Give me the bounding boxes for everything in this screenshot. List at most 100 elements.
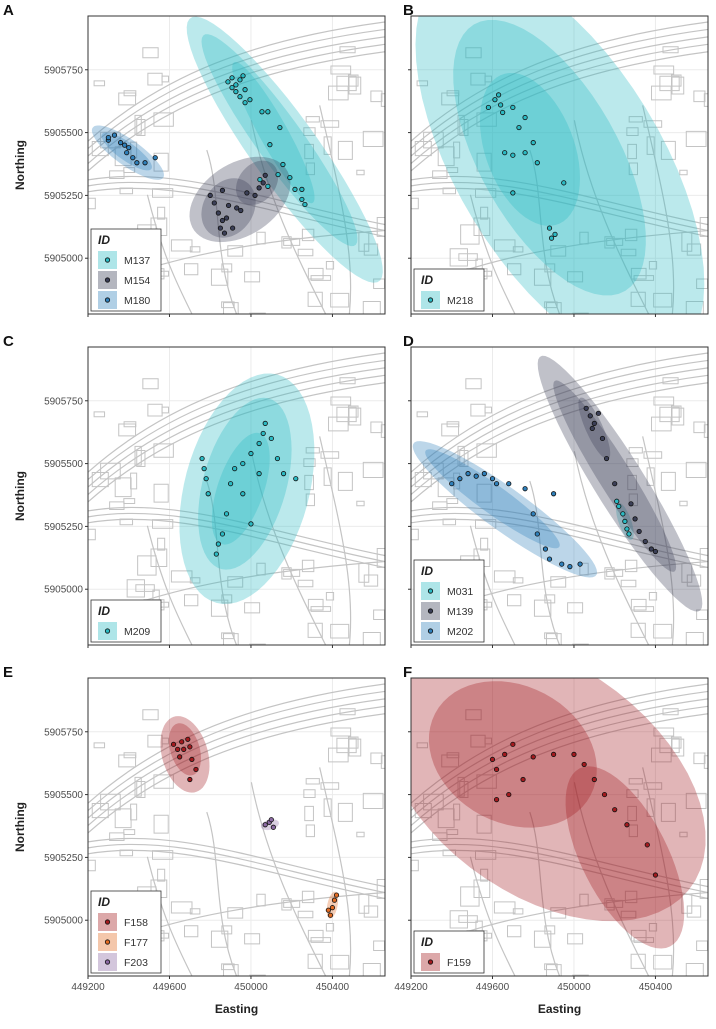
map-panel-d: D ID M031 M139 M202: [403, 333, 713, 648]
location-point: [614, 498, 620, 504]
legend-box: [413, 930, 485, 974]
building: [607, 900, 623, 907]
building: [433, 502, 447, 510]
building: [644, 452, 662, 459]
building: [477, 484, 491, 502]
building: [324, 137, 331, 155]
building: [652, 417, 672, 431]
location-point: [516, 124, 522, 131]
building: [649, 592, 656, 600]
building: [349, 77, 361, 94]
legend-box: [413, 559, 485, 643]
building: [222, 264, 232, 272]
location-point: [215, 210, 221, 216]
legend-box: [413, 268, 485, 312]
road: [88, 29, 385, 148]
building: [481, 207, 488, 219]
location-point: [581, 761, 587, 768]
building: [466, 48, 481, 58]
building: [110, 502, 124, 510]
building: [153, 851, 173, 860]
building: [660, 76, 679, 90]
legend-label: M031: [447, 586, 473, 598]
road: [411, 182, 708, 230]
building: [127, 580, 144, 597]
building: [222, 302, 234, 308]
location-point: [201, 466, 207, 472]
legend-label: M180: [124, 295, 150, 307]
building: [364, 244, 377, 255]
building: [305, 144, 314, 158]
road: [411, 850, 708, 898]
building: [306, 163, 314, 175]
building: [660, 407, 679, 421]
building: [131, 804, 137, 820]
location-point: [493, 766, 500, 773]
building: [135, 446, 141, 465]
building: [245, 934, 260, 944]
road: [411, 844, 708, 892]
building: [481, 538, 488, 550]
legend-point-icon: [427, 297, 434, 303]
panel-content: [411, 678, 708, 976]
building: [627, 128, 638, 136]
building: [304, 459, 315, 467]
location-point: [256, 440, 262, 447]
location-point: [520, 776, 526, 783]
home-range-contour: [428, 681, 597, 828]
location-point: [211, 200, 217, 206]
building: [337, 738, 356, 752]
location-point: [591, 420, 597, 426]
building: [621, 249, 636, 255]
panel-label: B: [403, 2, 414, 19]
building: [331, 66, 351, 74]
location-point: [495, 92, 502, 98]
location-point: [142, 160, 148, 166]
building: [190, 578, 200, 583]
building: [94, 81, 104, 86]
building: [306, 825, 314, 837]
legend: ID M031 M139 M202: [413, 559, 485, 643]
building: [222, 595, 232, 603]
location-point: [577, 561, 583, 567]
building: [652, 86, 672, 100]
location-point: [510, 104, 516, 111]
building: [308, 599, 323, 610]
legend-point-icon: [427, 608, 434, 614]
location-point: [225, 79, 231, 85]
building: [700, 549, 713, 568]
legend-label: M209: [124, 626, 150, 638]
building: [306, 779, 319, 784]
building: [458, 446, 464, 465]
location-point: [589, 425, 595, 432]
road: [88, 691, 385, 810]
building: [477, 775, 496, 788]
location-point: [293, 476, 299, 482]
location-point: [583, 405, 589, 411]
building: [547, 303, 562, 314]
building: [661, 803, 675, 821]
location-point: [227, 481, 234, 487]
location-point: [628, 501, 634, 507]
home-range-contour: [415, 16, 705, 314]
location-point: [240, 73, 246, 79]
building: [644, 121, 662, 128]
building: [302, 560, 313, 571]
location-point: [559, 561, 565, 567]
building: [573, 313, 588, 330]
building: [284, 569, 300, 576]
building: [329, 417, 349, 431]
building: [331, 728, 351, 736]
legend-point-icon: [104, 277, 111, 283]
building: [153, 189, 173, 198]
building: [250, 644, 265, 661]
x-tick-label: 449200: [394, 982, 428, 993]
y-tick-label: 5905250: [44, 853, 83, 864]
location-point: [130, 155, 136, 161]
legend-title: ID: [98, 233, 110, 247]
road: [411, 188, 708, 236]
building: [672, 739, 684, 756]
location-point: [193, 766, 199, 773]
location-point: [274, 455, 281, 462]
individual-f158: [160, 716, 210, 793]
